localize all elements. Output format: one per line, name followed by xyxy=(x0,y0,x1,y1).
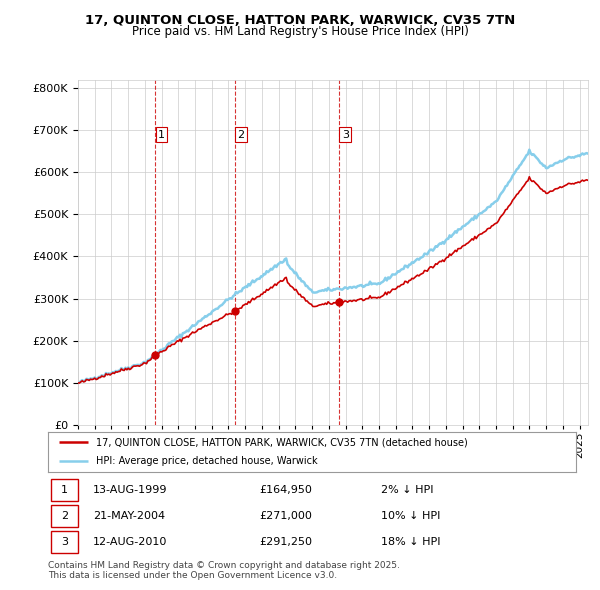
Text: 1: 1 xyxy=(158,130,165,140)
Text: Contains HM Land Registry data © Crown copyright and database right 2025.: Contains HM Land Registry data © Crown c… xyxy=(48,560,400,569)
Bar xyxy=(50,531,78,553)
Text: 3: 3 xyxy=(341,130,349,140)
Text: 1: 1 xyxy=(61,484,68,494)
Text: This data is licensed under the Open Government Licence v3.0.: This data is licensed under the Open Gov… xyxy=(48,571,337,580)
Text: 18% ↓ HPI: 18% ↓ HPI xyxy=(380,537,440,548)
Text: 12-AUG-2010: 12-AUG-2010 xyxy=(93,537,167,548)
Text: 13-AUG-1999: 13-AUG-1999 xyxy=(93,484,167,494)
Text: 3: 3 xyxy=(61,537,68,548)
Text: HPI: Average price, detached house, Warwick: HPI: Average price, detached house, Warw… xyxy=(95,456,317,466)
Text: 2: 2 xyxy=(238,130,245,140)
Text: £164,950: £164,950 xyxy=(259,484,312,494)
Bar xyxy=(50,505,78,527)
Text: 17, QUINTON CLOSE, HATTON PARK, WARWICK, CV35 7TN (detached house): 17, QUINTON CLOSE, HATTON PARK, WARWICK,… xyxy=(95,437,467,447)
Bar xyxy=(50,478,78,501)
Text: 17, QUINTON CLOSE, HATTON PARK, WARWICK, CV35 7TN: 17, QUINTON CLOSE, HATTON PARK, WARWICK,… xyxy=(85,14,515,27)
Text: £271,000: £271,000 xyxy=(259,511,312,521)
Text: 10% ↓ HPI: 10% ↓ HPI xyxy=(380,511,440,521)
Text: Price paid vs. HM Land Registry's House Price Index (HPI): Price paid vs. HM Land Registry's House … xyxy=(131,25,469,38)
Text: 2% ↓ HPI: 2% ↓ HPI xyxy=(380,484,433,494)
Text: 2: 2 xyxy=(61,511,68,521)
Text: 21-MAY-2004: 21-MAY-2004 xyxy=(93,511,165,521)
Text: £291,250: £291,250 xyxy=(259,537,312,548)
